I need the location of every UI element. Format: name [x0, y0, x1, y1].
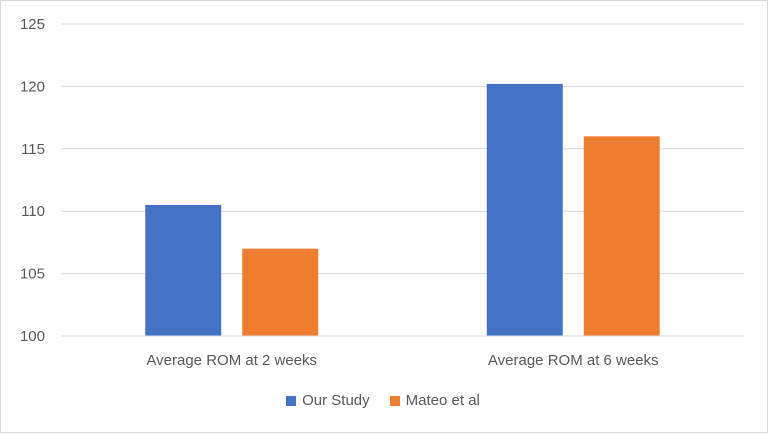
- y-tick-label: 105: [20, 266, 45, 283]
- bar-our-study-1: [145, 204, 222, 336]
- y-tick-label: 100: [20, 328, 45, 345]
- bar-our-study-2: [486, 83, 563, 337]
- legend-swatch-our-study: [286, 395, 297, 406]
- legend-swatch-mateo-et-al: [389, 395, 400, 406]
- legend-item-mateo-et-al: Mateo et al: [389, 392, 480, 409]
- y-tick-label: 110: [21, 203, 45, 220]
- y-tick-label: 115: [21, 141, 45, 158]
- bar-mateo-et-al-2: [583, 136, 660, 336]
- legend-label-our-study: Our Study: [302, 392, 370, 409]
- legend-item-our-study: Our Study: [286, 392, 370, 409]
- x-tick-label: Average ROM at 6 weeks: [488, 352, 659, 369]
- x-tick-label: Average ROM at 2 weeks: [146, 352, 317, 369]
- legend-label-mateo-et-al: Mateo et al: [405, 392, 480, 409]
- y-tick-label: 125: [20, 16, 45, 33]
- legend: Our Study Mateo et al: [0, 392, 766, 409]
- bar-mateo-et-al-1: [242, 248, 319, 336]
- y-tick-label: 120: [20, 78, 45, 95]
